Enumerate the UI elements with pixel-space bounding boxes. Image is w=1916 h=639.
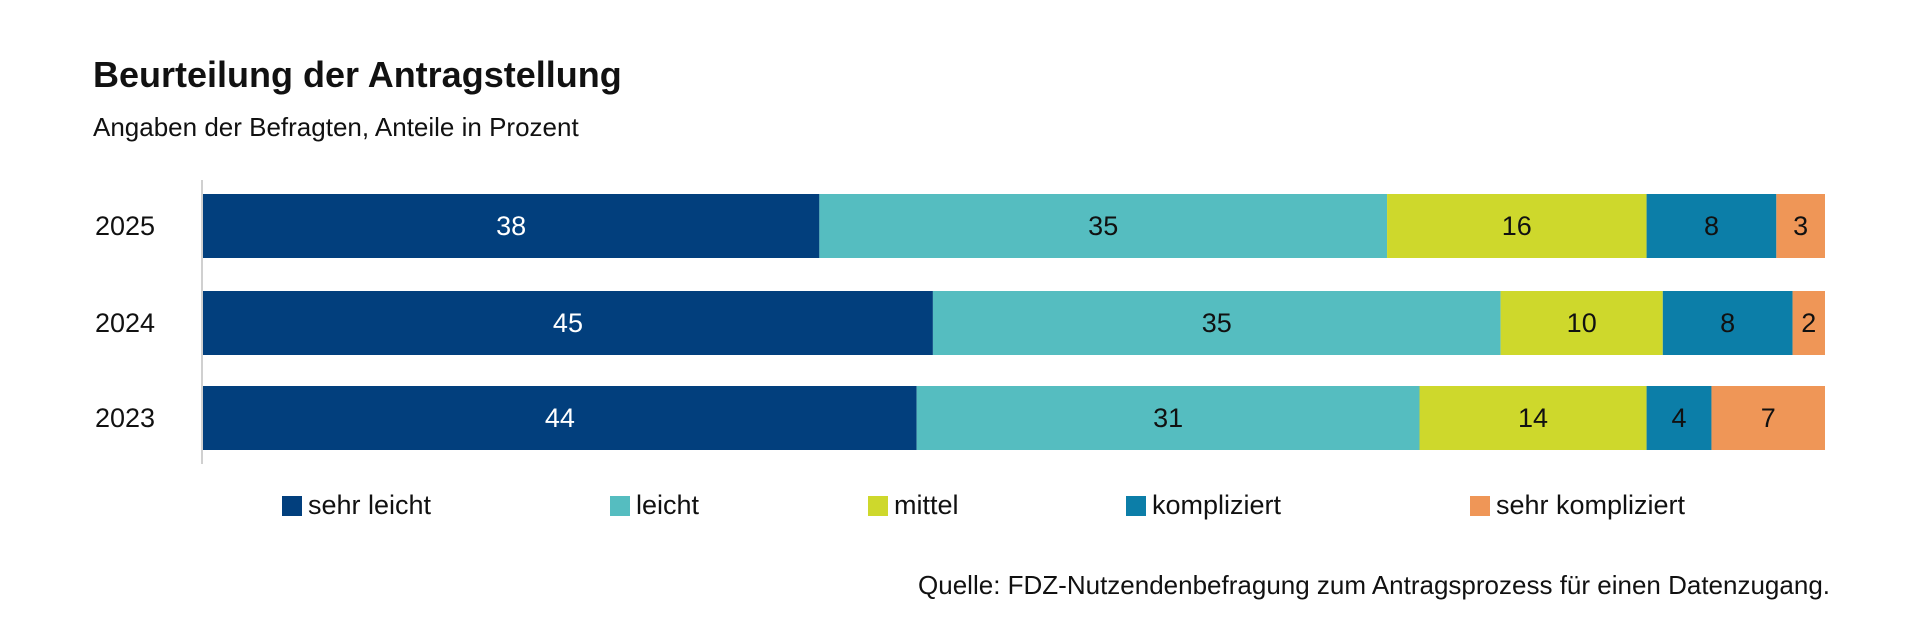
- data-label: 14: [1518, 403, 1548, 433]
- bar-segment: [1500, 291, 1663, 355]
- legend-item: leicht: [610, 490, 699, 521]
- legend-label: mittel: [894, 490, 959, 520]
- legend-swatch: [1126, 495, 1146, 516]
- data-label: 16: [1502, 211, 1532, 241]
- bar-segment: [203, 291, 933, 355]
- bar-segment: [1711, 386, 1825, 450]
- bar-segment: [203, 386, 917, 450]
- data-label: 4: [1672, 403, 1687, 433]
- legend: sehr leicht leicht mittel kompliziert sehr k…: [0, 490, 1916, 526]
- data-label: 35: [1202, 308, 1232, 338]
- bar-segment: [1646, 386, 1712, 450]
- legend-label: leicht: [636, 490, 700, 520]
- legend-item: mittel: [868, 490, 959, 521]
- y-tick-label: 2025: [95, 211, 155, 241]
- legend-label: sehr kompliziert: [1496, 490, 1686, 520]
- bar-segment: [1419, 386, 1647, 450]
- data-label: 3: [1793, 211, 1808, 241]
- bar-segment: [1646, 194, 1777, 258]
- data-label: 10: [1567, 308, 1597, 338]
- y-tick-label: 2024: [95, 308, 155, 338]
- data-label: 35: [1088, 211, 1118, 241]
- bar-segment: [916, 386, 1420, 450]
- bar-segment: [203, 194, 820, 258]
- legend-label: kompliziert: [1152, 490, 1282, 520]
- data-label: 7: [1761, 403, 1776, 433]
- data-label: 8: [1720, 308, 1735, 338]
- data-label: 45: [553, 308, 583, 338]
- source-note: Quelle: FDZ-Nutzendenbefragung zum Antra…: [918, 570, 1830, 600]
- data-label: 2: [1801, 308, 1816, 338]
- bar-segment: [1776, 194, 1825, 258]
- y-tick-label: 2023: [95, 403, 155, 433]
- data-label: 38: [496, 211, 526, 241]
- bar-segment: [1662, 291, 1793, 355]
- chart-subtitle: Angaben der Befragten, Anteile in Prozen…: [93, 112, 579, 142]
- legend-item: sehr leicht: [282, 490, 431, 521]
- data-label: 44: [545, 403, 575, 433]
- data-label: 8: [1704, 211, 1719, 241]
- legend-swatch: [868, 495, 888, 516]
- legend-swatch: [1470, 495, 1490, 516]
- bar-segment: [932, 291, 1501, 355]
- legend-swatch: [610, 495, 630, 516]
- legend-swatch: [282, 495, 302, 516]
- bar-segment: [1387, 194, 1647, 258]
- chart-title: Beurteilung der Antragstellung: [93, 54, 622, 95]
- legend-label: sehr leicht: [308, 490, 432, 520]
- bar-segment: [819, 194, 1388, 258]
- legend-item: kompliziert: [1126, 490, 1281, 521]
- data-label: 31: [1153, 403, 1183, 433]
- bar-segment: [1792, 291, 1825, 355]
- legend-item: sehr kompliziert: [1470, 490, 1685, 521]
